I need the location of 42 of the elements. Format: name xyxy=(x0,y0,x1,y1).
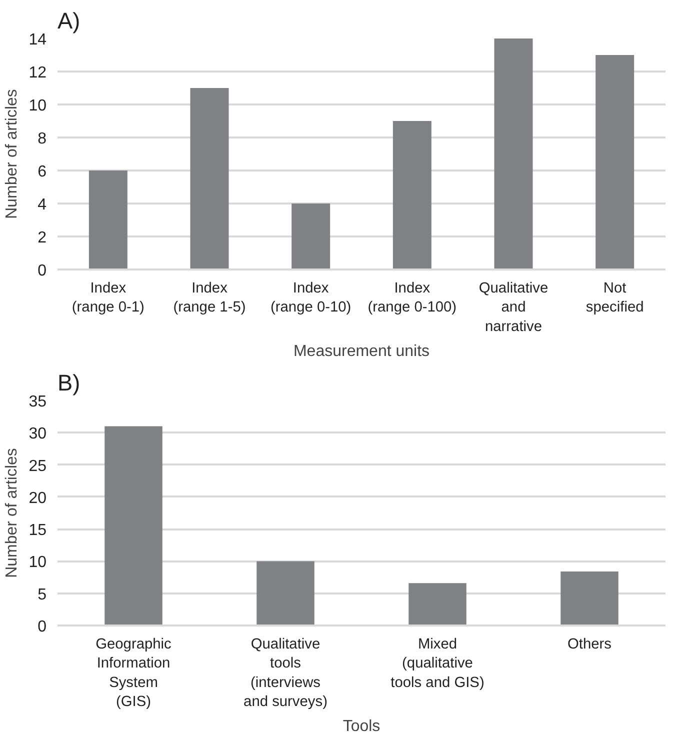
y-tick-label: 10 xyxy=(28,98,47,114)
bar xyxy=(256,561,314,626)
bar xyxy=(190,88,229,270)
y-tick-label: 30 xyxy=(28,426,47,443)
x-tick-label: Qualitative tools (interviews and surveys) xyxy=(244,636,328,710)
y-tick-label: 0 xyxy=(38,618,47,636)
x-tick-label: Index (range 0-100) xyxy=(368,280,457,316)
bar xyxy=(560,572,618,626)
x-tick-label: Index (range 0-10) xyxy=(270,280,352,316)
y-tick-label: 2 xyxy=(38,230,47,246)
x-axis-title: Measurement units xyxy=(293,342,430,360)
bar xyxy=(392,121,432,270)
x-tick-label: Mixed (qualitative tools and GIS) xyxy=(390,636,484,691)
x-tick-label: Qualitative and narrative xyxy=(478,280,548,335)
chart-title: B) xyxy=(58,370,80,396)
y-axis-title: Number of articles xyxy=(4,89,21,219)
y-tick-label: 6 xyxy=(38,164,47,180)
y-tick-label: 20 xyxy=(28,490,47,507)
x-tick-label: Not specified xyxy=(586,280,644,316)
y-tick-label: 12 xyxy=(28,64,47,82)
y-tick-label: 5 xyxy=(38,586,47,604)
y-tick-label: 0 xyxy=(38,262,47,280)
y-tick-label: 14 xyxy=(28,32,47,48)
y-tick-label: 15 xyxy=(28,522,47,540)
y-tick-label: 10 xyxy=(28,554,47,572)
chart-title: A) xyxy=(58,8,80,34)
x-tick-label: Index (range 0-1) xyxy=(72,280,144,316)
bar xyxy=(596,55,634,270)
y-tick-label: 8 xyxy=(38,130,47,148)
x-axis-title: Tools xyxy=(342,718,380,736)
x-tick-label: Others xyxy=(568,636,612,652)
bar xyxy=(494,38,533,270)
bar xyxy=(292,204,330,270)
y-tick-label: 35 xyxy=(28,394,47,410)
bar xyxy=(104,426,162,626)
bar xyxy=(408,583,466,626)
y-tick-label: 4 xyxy=(38,196,47,214)
x-tick-label: Index (range 1-5) xyxy=(173,280,246,316)
bar xyxy=(88,170,128,270)
y-axis-title: Number of articles xyxy=(4,448,21,578)
x-tick-label: Geographic Information System (GIS) xyxy=(96,636,172,710)
y-tick-label: 25 xyxy=(28,458,47,475)
